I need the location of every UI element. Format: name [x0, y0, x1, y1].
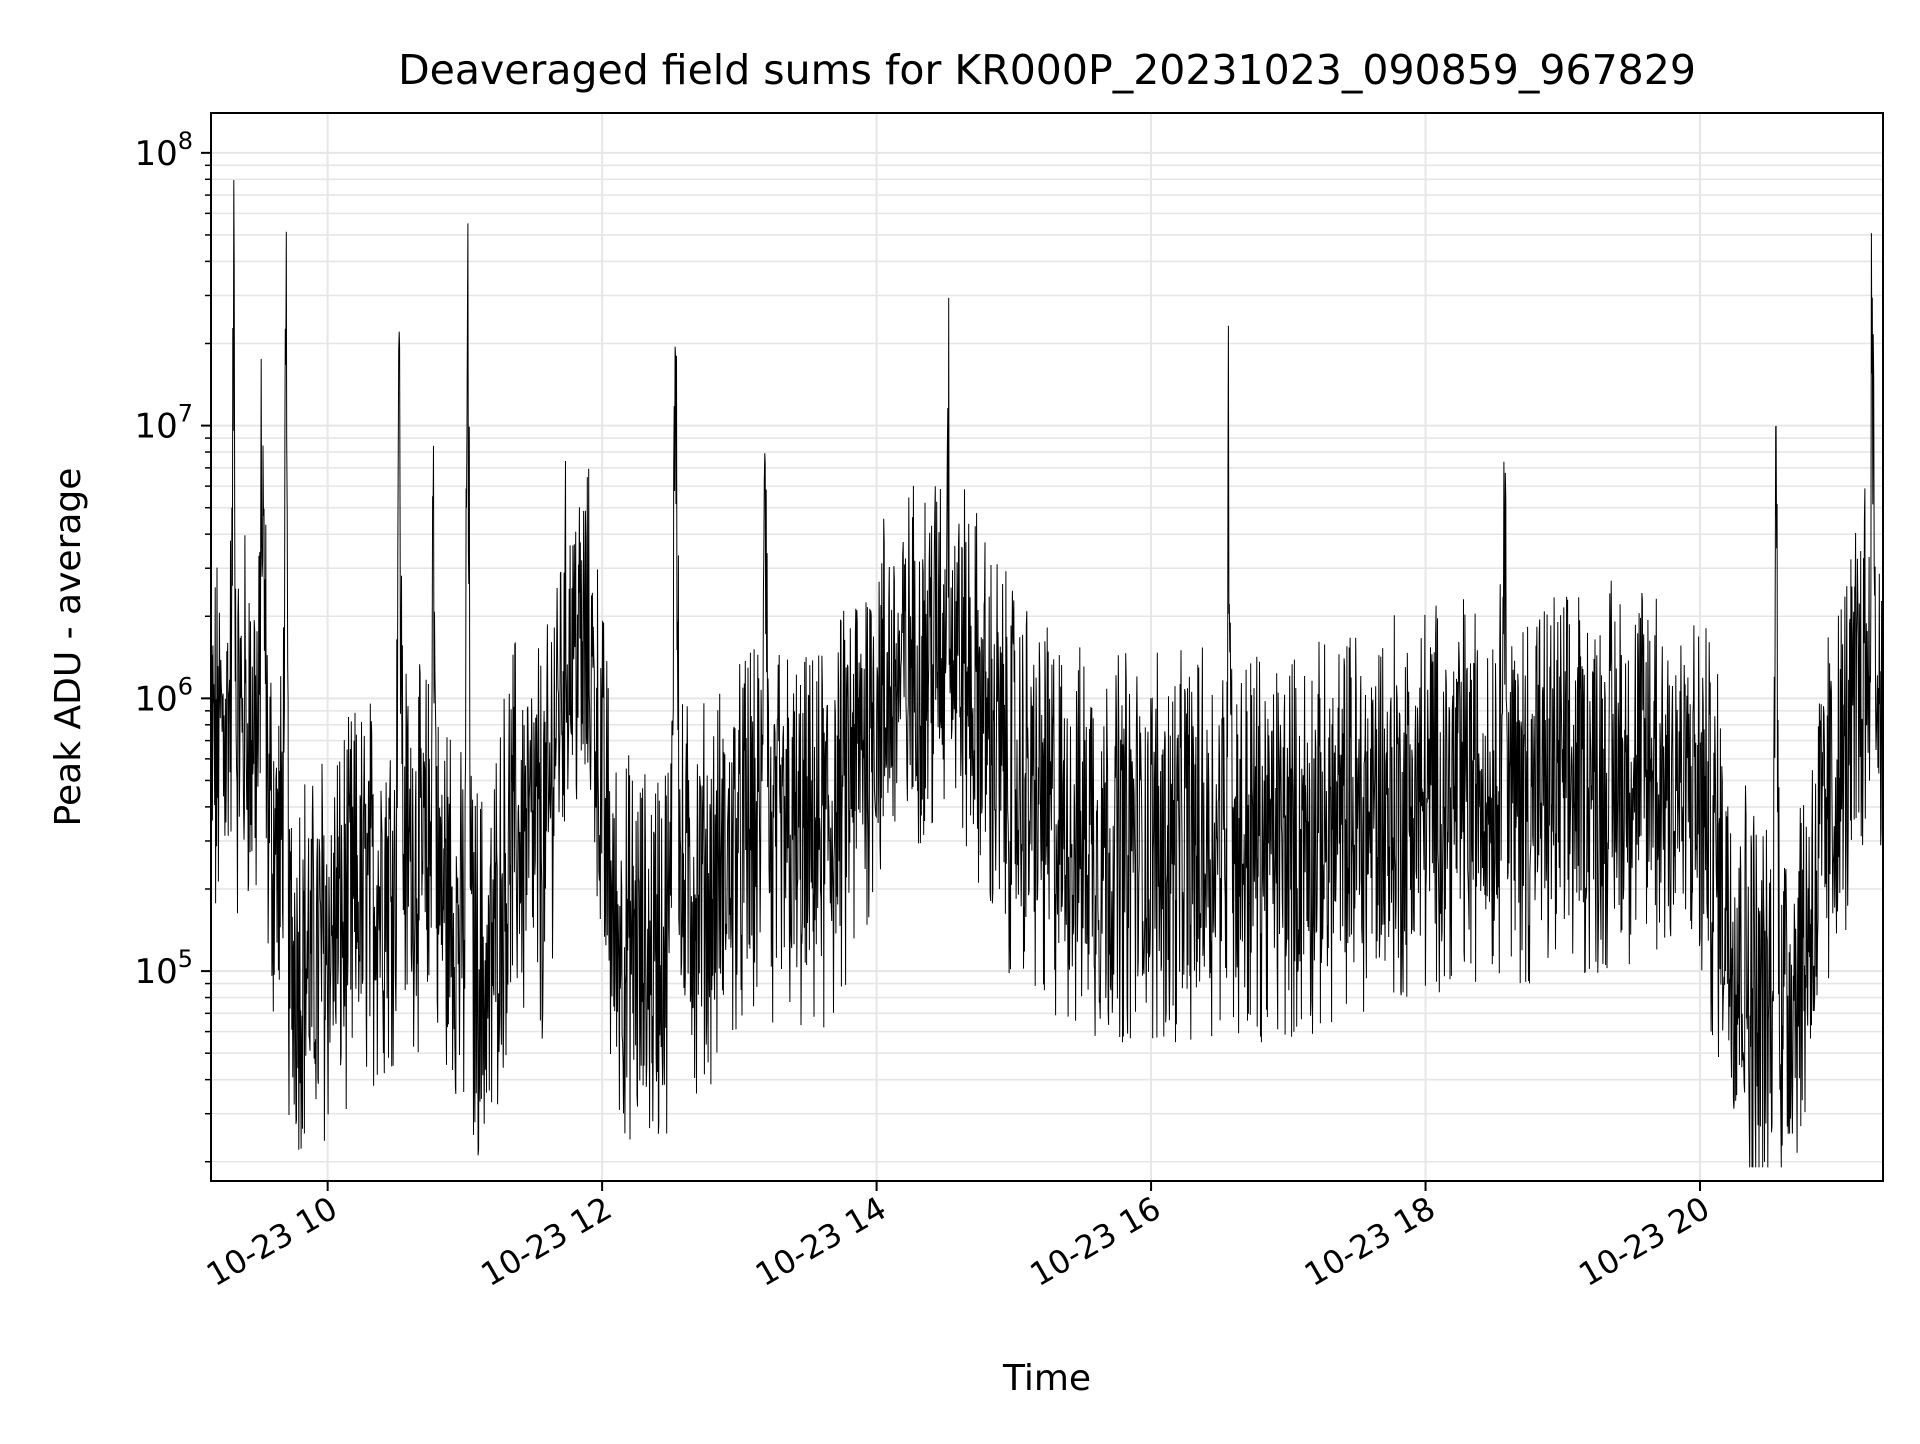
y-tick-label: 106 — [134, 672, 193, 719]
y-tick-label: 108 — [134, 127, 193, 174]
y-tick-base: 10 — [134, 134, 177, 174]
y-tick-exponent: 6 — [178, 672, 193, 700]
x-axis-label: Time — [1002, 1358, 1091, 1399]
y-tick-base: 10 — [134, 952, 177, 992]
y-tick-base: 10 — [134, 407, 177, 447]
chart-title: Deaveraged field sums for KR000P_2023102… — [398, 46, 1696, 94]
y-axis-label: Peak ADU - average — [48, 468, 89, 827]
y-tick-label: 107 — [134, 400, 193, 447]
y-tick-exponent: 7 — [178, 400, 193, 428]
y-tick-exponent: 5 — [178, 945, 193, 973]
y-tick-exponent: 8 — [178, 127, 193, 155]
y-tick-base: 10 — [134, 679, 177, 719]
axes-frame — [210, 112, 1884, 1182]
y-tick-label: 105 — [134, 945, 193, 992]
